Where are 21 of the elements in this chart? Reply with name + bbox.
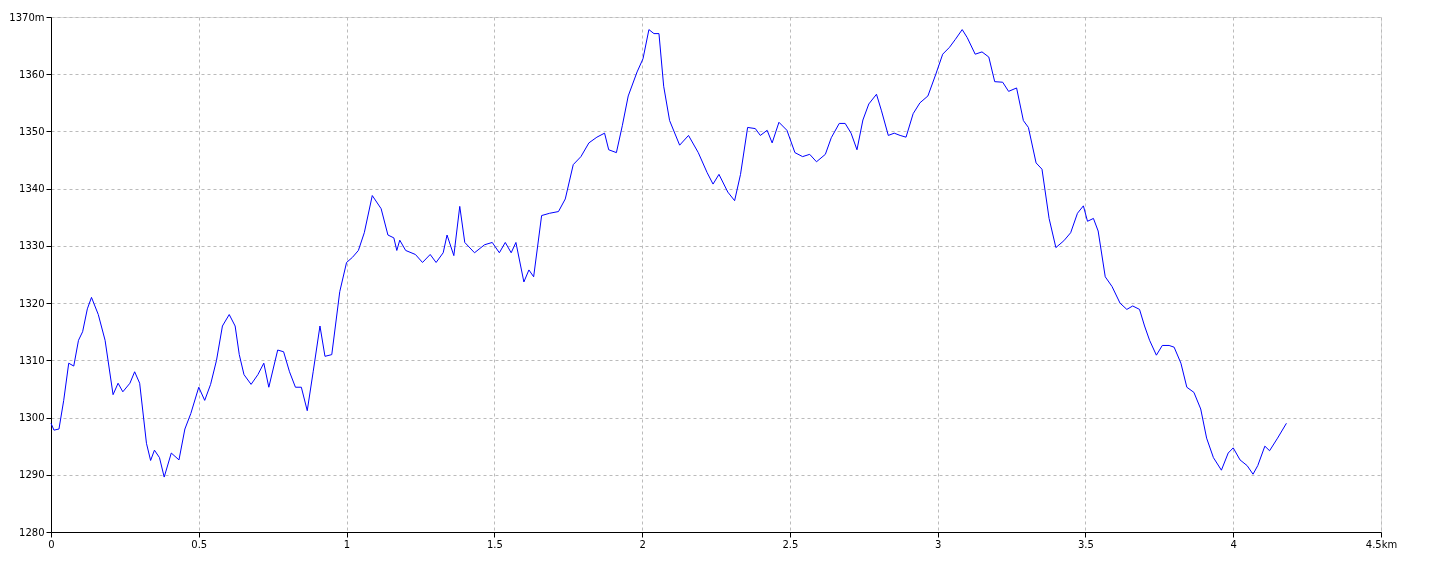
- y-tick-label: 1340: [19, 183, 45, 195]
- y-tick-label: 1290: [19, 469, 45, 481]
- line-series: [50, 29, 1287, 478]
- y-tick-label: 1320: [19, 297, 45, 309]
- x-tick-label: 2.5: [782, 538, 799, 550]
- x-tick-label: 3: [934, 538, 942, 550]
- y-tick-label: 1310: [19, 354, 45, 366]
- y-tick-label: 1300: [19, 412, 45, 424]
- x-tick-label: 0: [48, 538, 55, 550]
- x-tick-label: 1: [343, 538, 351, 550]
- y-tick-label: 1360: [19, 68, 45, 80]
- x-tick-label: 0.5: [191, 538, 208, 550]
- x-tick-label: 2: [639, 538, 646, 550]
- y-tick-label: 1330: [19, 240, 45, 252]
- x-tick-label: 4: [1230, 538, 1237, 550]
- y-tick-label: 1280: [19, 526, 45, 538]
- y-tick-label: 1350: [19, 125, 45, 137]
- x-tick-label: 4.5km: [1365, 538, 1398, 550]
- y-tick-label: 1370m: [9, 11, 45, 23]
- x-tick-label: 3.5: [1077, 538, 1094, 550]
- x-tick-label: 1.5: [486, 538, 503, 550]
